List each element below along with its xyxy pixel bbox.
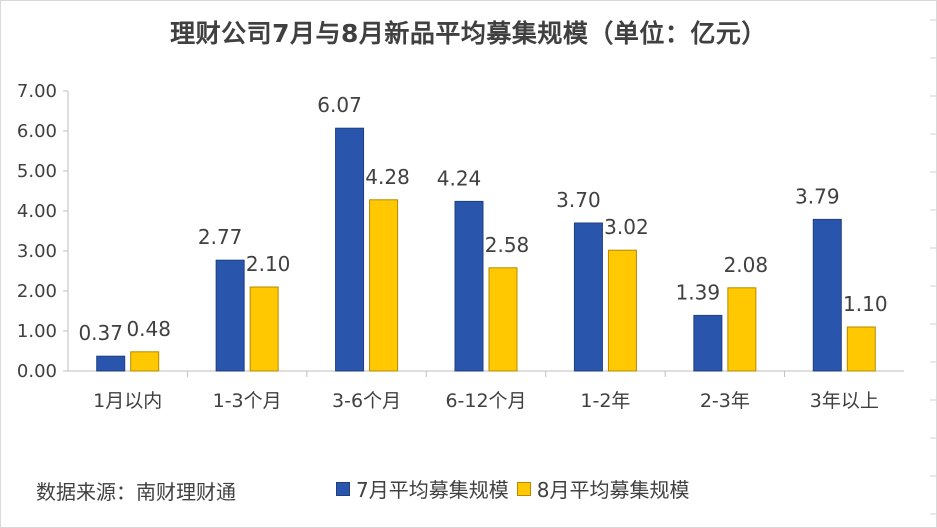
x-tick-label: 3年以上 [810,390,879,412]
data-label-july: 2.77 [198,225,243,249]
bar-july [454,200,484,372]
legend-swatch-july [336,481,350,496]
y-axis: 0.00 1.00 2.00 3.00 4.00 5.00 6.00 7.00 [17,81,69,382]
data-label-august: 1.10 [843,292,888,316]
y-tick-label: 6.00 [17,121,57,142]
data-label-july: 0.37 [78,321,123,345]
data-label-july: 4.24 [437,166,482,190]
bar-august [727,287,757,372]
data-label-august: 0.48 [126,317,171,341]
y-tick-label: 7.00 [17,81,57,102]
data-label-august: 3.02 [604,215,649,239]
data-label-august: 2.58 [485,233,530,257]
legend-item-august: 8月平均募集规模 [516,474,690,503]
data-label-august: 2.08 [724,253,769,277]
bar-july [693,314,723,372]
data-labels: 0.37 0.48 2.772.10 6.07 4.28 4.24 2.58 3.703.02… [78,93,887,345]
bar-august [369,199,399,372]
bar-august [846,326,876,372]
bars [96,127,876,372]
legend-label-august: 8月平均募集规模 [536,478,690,502]
data-label-july: 6.07 [317,93,362,117]
data-label-july: 3.70 [556,188,601,212]
x-tick-label: 3-6个月 [332,390,401,412]
bar-july [573,222,603,372]
data-label-august: 2.10 [246,252,291,276]
x-tick-label: 1-2年 [580,390,630,412]
bar-july [335,127,365,372]
data-label-july: 3.79 [795,184,840,208]
x-tick-label: 1月以内 [93,390,162,412]
y-tick-label: 2.00 [17,281,57,302]
legend-label-july: 7月平均募集规模 [356,478,509,502]
bar-august [130,351,160,372]
bar-august [488,267,518,372]
data-label-july: 1.39 [676,280,721,304]
y-tick-label: 4.00 [17,201,57,222]
bar-july [96,355,126,372]
source-note: 数据来源：南财理财通 [36,480,236,504]
legend: 7月平均募集规模 8月平均募集规模 [336,474,697,503]
chart-title: 理财公司7月与8月新品平均募集规模（单位：亿元） [170,19,767,48]
bar-july [215,259,245,372]
x-tick-label: 1-3个月 [213,390,282,412]
legend-swatch-august [516,481,531,496]
bar-august [607,249,637,372]
data-label-august: 4.28 [365,165,410,189]
legend-item-july: 7月平均募集规模 [336,474,509,503]
y-tick-label: 3.00 [17,241,57,262]
y-tick-label: 1.00 [17,321,57,342]
y-tick-label: 5.00 [17,161,57,182]
y-tick-label: 0.00 [17,361,57,382]
x-axis: 1月以内 1-3个月 3-6个月 6-12个月 1-2年 2-3年 3年以上 [68,370,904,412]
bar-july [812,218,842,372]
bar-august [249,286,279,372]
frame-edge-ticks [930,19,936,515]
x-tick-label: 6-12个月 [445,390,526,412]
x-tick-label: 2-3年 [700,390,750,412]
